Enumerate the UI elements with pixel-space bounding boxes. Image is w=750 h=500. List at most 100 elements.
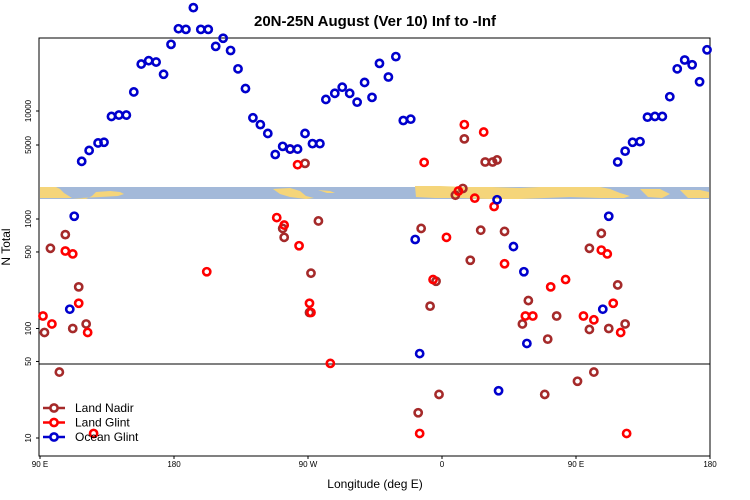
ocean-glint-point	[642, 112, 653, 123]
ocean-glint-point	[320, 94, 331, 105]
ocean-glint-point	[367, 92, 377, 103]
legend-marker	[49, 417, 59, 428]
ocean-glint-point	[635, 136, 645, 147]
land-glint-point	[304, 298, 315, 309]
legend-label: Land Nadir	[75, 401, 134, 415]
land-nadir-point	[542, 334, 553, 345]
land-sahara-arabia	[415, 186, 630, 199]
ocean-glint-point	[136, 59, 147, 69]
land-glint-point	[294, 240, 304, 251]
ocean-glint-point	[702, 44, 712, 55]
land-nadir-point	[39, 327, 50, 338]
land-glint-point	[47, 319, 57, 329]
ocean-glint-point	[627, 137, 638, 148]
ocean-glint-point	[352, 97, 363, 108]
ocean-glint-point	[650, 111, 660, 122]
ocean-glint-point	[300, 128, 310, 139]
land-india	[640, 189, 670, 198]
ocean-glint-point	[493, 385, 504, 396]
land-nadir-point	[459, 133, 470, 144]
y-tick-label: 10000	[24, 99, 33, 122]
ocean-glint-point	[64, 304, 75, 315]
ocean-glint-point	[248, 112, 258, 123]
land-glint-point	[325, 358, 336, 369]
land-nadir-point	[81, 319, 92, 329]
land-glint-point	[414, 428, 425, 439]
ocean-glint-point	[492, 194, 502, 205]
ocean-glint-point	[143, 55, 154, 66]
land-glint-point	[459, 119, 470, 130]
land-mexico	[273, 188, 314, 199]
ocean-glint-point	[398, 115, 409, 126]
land-nadir-point	[434, 389, 444, 400]
ocean-glint-point	[114, 110, 124, 120]
land-glint-point	[499, 258, 510, 269]
land-nadir-point	[584, 243, 595, 254]
ocean-glint-point	[106, 111, 117, 122]
land-glint-point	[469, 193, 480, 204]
map-land	[40, 186, 709, 199]
land-nadir-point	[480, 157, 491, 167]
land-nadir-point	[60, 229, 71, 240]
land-nadir-point	[67, 323, 78, 334]
ocean-glint-point	[603, 211, 614, 222]
ocean-glint-point	[679, 55, 690, 65]
land-nadir-point	[588, 367, 599, 377]
land-glint-point	[478, 127, 489, 137]
ocean-glint-point	[687, 59, 698, 70]
land-glint-point	[441, 232, 452, 243]
ocean-glint-point	[233, 63, 243, 74]
ocean-glint-point	[195, 24, 206, 35]
plot-frame	[38, 37, 711, 457]
land-glint-point	[520, 311, 531, 321]
ocean-glint-point	[270, 149, 281, 160]
y-tick-label: 50	[24, 356, 33, 365]
y-tick-label: 10	[24, 433, 33, 442]
chart-title: 20N-25N August (Ver 10) Inf to -Inf	[254, 13, 497, 30]
ocean-glint-point	[620, 146, 631, 157]
land-glint-point	[453, 186, 464, 196]
x-tick-label: 90 W	[299, 460, 318, 469]
land-glint-point	[82, 327, 93, 338]
land-nadir-point	[306, 268, 316, 279]
land-glint-point	[578, 311, 589, 321]
ocean-glint-point	[173, 23, 184, 34]
ocean-glint-point	[218, 33, 229, 44]
land-nadir-point	[300, 158, 310, 169]
ocean-glint-point	[694, 76, 705, 87]
land-nadir-point	[572, 376, 583, 387]
land-glint-point	[88, 428, 99, 439]
land-nadir-point	[584, 324, 595, 335]
land-nadir-point	[413, 407, 424, 418]
land-nadir-point	[596, 228, 607, 239]
ocean-glint-point	[337, 82, 348, 93]
land-glint-point	[428, 274, 438, 285]
legend-label: Ocean Glint	[75, 430, 139, 444]
ocean-glint-point	[225, 45, 236, 56]
land-nadir-point	[603, 323, 614, 334]
land-glint-point	[560, 274, 571, 285]
land-glint-point	[73, 298, 84, 309]
ocean-glint-point	[672, 63, 683, 74]
land-nadir-point	[539, 389, 550, 400]
ocean-glint-point	[203, 24, 214, 35]
ocean-glint-point	[285, 144, 296, 154]
land-glint-point	[621, 428, 632, 439]
ocean-glint-point	[240, 83, 251, 94]
ocean-glint-point	[210, 41, 221, 52]
land-nadir-point	[517, 319, 528, 329]
ocean-glint-point	[84, 145, 95, 156]
legend-marker	[49, 403, 59, 413]
ocean-glint-point	[344, 88, 355, 99]
land-nadir-point	[313, 216, 324, 226]
x-tick-label: 180	[703, 460, 717, 469]
ocean-glint-point	[181, 24, 191, 35]
y-axis-label: N Total	[0, 228, 13, 265]
land-cuba	[318, 190, 335, 193]
ocean-glint-point	[521, 338, 532, 349]
land-glint-point	[271, 212, 282, 223]
land-nadir-point	[279, 232, 290, 243]
ocean-glint-point	[158, 69, 169, 80]
land-glint-point	[419, 157, 430, 168]
land-nadir-point	[425, 301, 435, 312]
